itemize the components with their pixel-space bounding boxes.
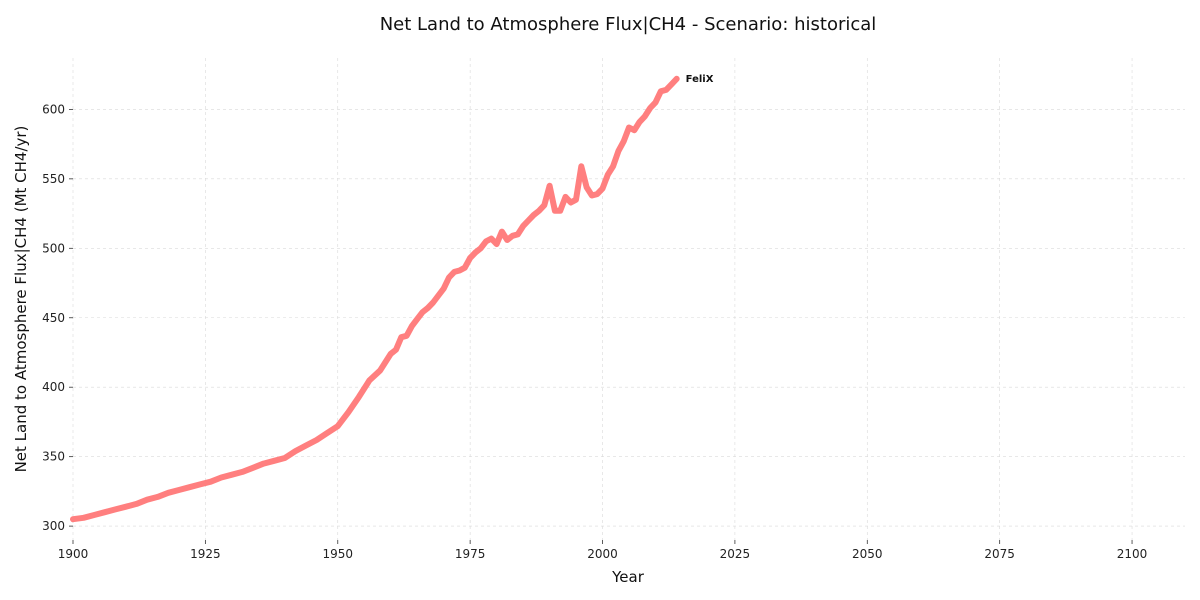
x-tick-label: 2050	[852, 547, 883, 561]
y-axis-ticks: 300 350 400 450 500 550 600	[42, 102, 73, 533]
x-axis-label: Year	[611, 568, 645, 586]
x-tick-label: 2025	[720, 547, 751, 561]
series-line-felix	[70, 75, 680, 523]
y-tick-label: 300	[42, 519, 65, 533]
y-tick-label: 450	[42, 311, 65, 325]
x-tick-label: 2000	[587, 547, 618, 561]
y-tick-label: 600	[42, 102, 65, 116]
x-tick-label: 1950	[322, 547, 353, 561]
y-tick-label: 350	[42, 450, 65, 464]
x-tick-label: 1925	[190, 547, 221, 561]
x-tick-label: 1900	[58, 547, 89, 561]
series-label: FeliX	[686, 74, 714, 85]
chart-title: Net Land to Atmosphere Flux|CH4 - Scenar…	[380, 14, 877, 35]
grid	[72, 58, 1185, 540]
x-axis-ticks: 1900 1925 1950 1975 2000 2025 2050 2075 2100	[58, 540, 1148, 561]
y-axis-label: Net Land to Atmosphere Flux|CH4 (Mt CH4/…	[12, 126, 30, 473]
y-tick-label: 500	[42, 241, 65, 255]
x-tick-label: 1975	[455, 547, 486, 561]
x-tick-label: 2100	[1117, 547, 1148, 561]
x-tick-label: 2075	[984, 547, 1015, 561]
y-tick-label: 550	[42, 172, 65, 186]
series-layer: FeliX	[70, 74, 714, 523]
y-tick-label: 400	[42, 380, 65, 394]
